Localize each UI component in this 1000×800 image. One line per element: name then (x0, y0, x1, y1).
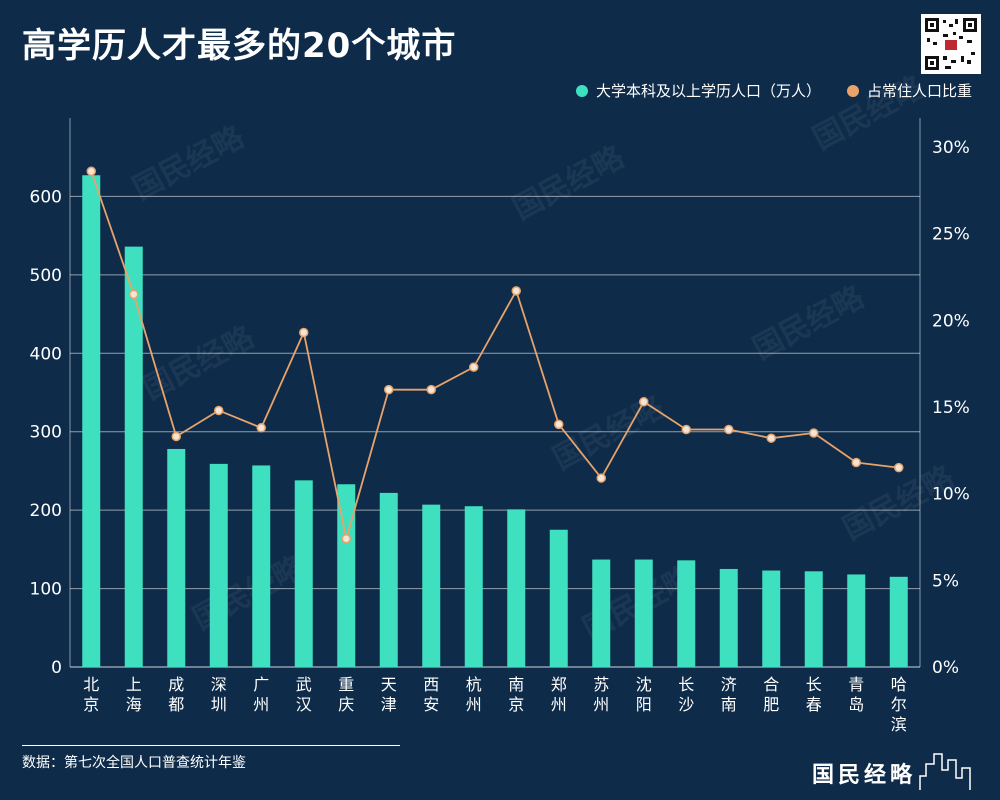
bar (549, 529, 568, 667)
bar (337, 484, 356, 667)
legend-bar-label: 大学本科及以上学历人口（万人） (595, 82, 821, 100)
share-point (851, 457, 861, 468)
bar (252, 465, 271, 667)
watermark-text: 国民经略 (807, 69, 930, 157)
share-point (809, 428, 819, 438)
share-point (256, 423, 266, 433)
bar (209, 463, 228, 667)
bar (634, 559, 653, 667)
share-point (469, 362, 479, 372)
chart-title: 高学历人才最多的20个城市 (22, 26, 457, 66)
legend-item-line: 占常住人口比重 (846, 80, 972, 101)
bar (677, 560, 696, 667)
share-point (299, 327, 309, 338)
category-label: 天津 (381, 675, 397, 714)
left-tick-label: 200 (30, 501, 62, 521)
watermark-text: 国民经略 (137, 319, 260, 407)
share-point (639, 397, 649, 407)
watermark-text: 国民经略 (507, 139, 630, 227)
watermark-text: 国民经略 (127, 119, 250, 207)
left-tick-label: 500 (30, 266, 62, 286)
category-label: 沈阳 (636, 675, 652, 714)
category-label: 北京 (83, 675, 99, 714)
legend: 大学本科及以上学历人口（万人） 占常住人口比重 (575, 80, 972, 101)
right-tick-label: 30% (932, 138, 970, 158)
bar (82, 175, 101, 667)
bar (464, 506, 483, 667)
category-label: 济南 (721, 675, 737, 714)
share-line (90, 170, 899, 539)
left-tick-label: 100 (30, 580, 62, 600)
category-label: 重庆 (338, 675, 354, 714)
share-point (426, 384, 436, 395)
legend-line-label: 占常住人口比重 (866, 82, 972, 100)
category-label: 杭州 (466, 675, 482, 714)
bar (379, 492, 398, 667)
brand-building-icon (919, 753, 971, 790)
share-point (129, 289, 139, 300)
bar (847, 574, 866, 667)
right-tick-label: 20% (932, 311, 970, 331)
legend-line-swatch (846, 84, 859, 97)
bar (889, 576, 908, 667)
right-tick-label: 10% (932, 485, 970, 505)
share-point (214, 405, 224, 416)
legend-item-bars: 大学本科及以上学历人口（万人） (575, 80, 821, 101)
right-tick-label: 25% (932, 225, 970, 245)
share-point (724, 424, 734, 435)
watermark-text: 国民经略 (747, 279, 870, 367)
category-label: 广州 (253, 675, 269, 714)
bar (124, 246, 143, 667)
share-point (596, 473, 606, 483)
share-point (86, 166, 96, 177)
left-tick-label: 400 (30, 344, 62, 364)
category-label: 上海 (126, 675, 142, 714)
bar (294, 480, 313, 667)
category-label: 西安 (423, 675, 439, 714)
share-point (511, 286, 521, 296)
source-divider (22, 745, 400, 746)
share-point (341, 533, 351, 544)
share-point (766, 433, 776, 443)
category-label: 青岛 (848, 675, 864, 714)
share-point (894, 462, 904, 473)
share-point (681, 424, 691, 435)
right-tick-label: 15% (932, 398, 970, 418)
left-tick-label: 300 (30, 423, 62, 443)
bar (804, 571, 823, 667)
bar (422, 504, 441, 667)
bar (592, 559, 611, 667)
watermark-text: 国民经略 (187, 549, 310, 637)
data-source: 数据：第七次全国人口普查统计年鉴 (22, 755, 246, 771)
category-label: 长春 (806, 675, 822, 714)
category-label: 深圳 (211, 675, 227, 714)
bar (507, 509, 526, 667)
left-tick-label: 600 (30, 187, 62, 207)
share-point (171, 431, 181, 442)
qr-code-icon (921, 14, 981, 74)
share-point (554, 419, 564, 430)
category-label: 郑州 (551, 675, 567, 714)
legend-bar-swatch (575, 84, 588, 97)
share-point (384, 384, 394, 395)
category-label: 南京 (508, 675, 524, 714)
left-tick-label: 0 (51, 658, 62, 678)
category-label: 武汉 (296, 675, 312, 714)
right-tick-label: 0% (932, 658, 959, 678)
right-tick-label: 5% (932, 571, 959, 591)
bar (719, 568, 738, 667)
category-label: 合肥 (763, 675, 779, 714)
category-label: 长沙 (678, 675, 694, 714)
category-label: 成都 (168, 675, 184, 714)
category-label: 哈尔滨 (891, 675, 907, 734)
category-label: 苏州 (593, 675, 609, 714)
brand-logo-text: 国民经略 (812, 762, 917, 788)
bar (167, 448, 186, 667)
bar (762, 570, 781, 667)
